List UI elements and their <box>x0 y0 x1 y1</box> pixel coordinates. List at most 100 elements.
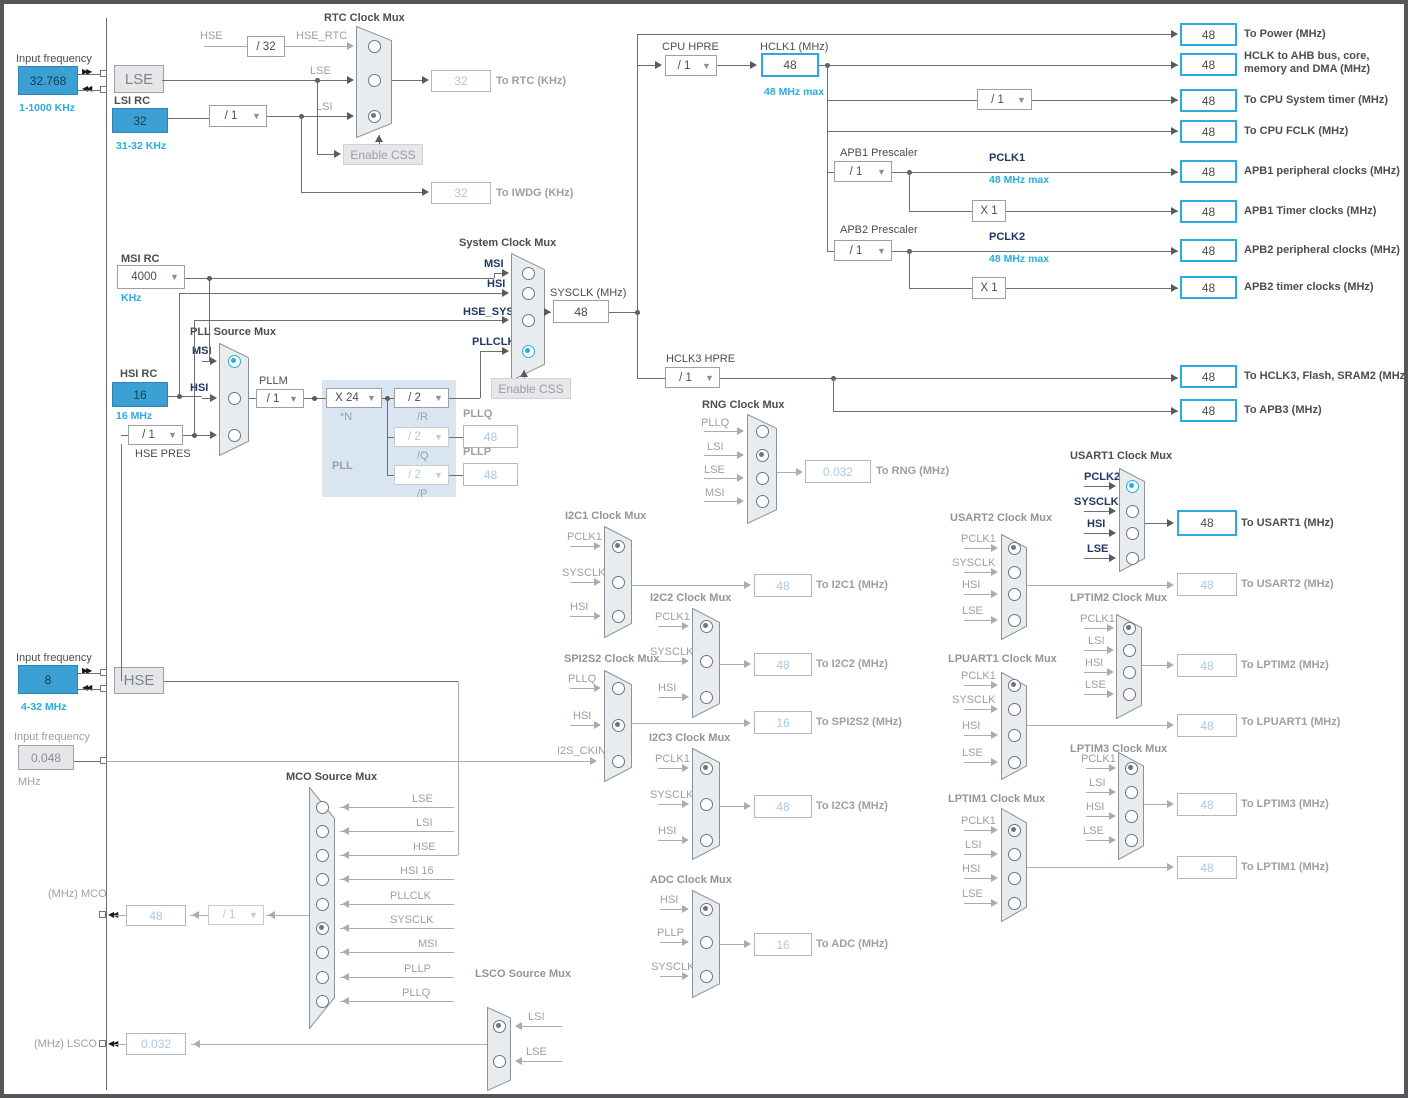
lptim3-input-HSI-radio[interactable] <box>1124 809 1138 823</box>
lptim3-input-LSI-radio[interactable] <box>1124 785 1138 799</box>
system-enable-css-button[interactable]: Enable CSS <box>491 378 571 399</box>
system-input-PLLCLK-radio[interactable] <box>521 344 535 358</box>
lpuart1-input-HSI-radio[interactable] <box>1007 728 1021 742</box>
mco-input-PLLCLK-radio[interactable] <box>315 897 329 911</box>
lsi-rc-field[interactable]: 32 <box>112 108 168 133</box>
mco-input-LSI-radio[interactable] <box>315 824 329 838</box>
usart2-input-PCLK1-radio[interactable] <box>1007 541 1021 555</box>
usart2-input-HSI-radio[interactable] <box>1007 587 1021 601</box>
apb3-value-box[interactable]: 48 <box>1180 399 1237 422</box>
rtc-enable-css-button[interactable]: Enable CSS <box>343 144 423 165</box>
hse-input-frequency-field[interactable]: 8 <box>18 665 78 694</box>
to-usart1-value-box[interactable]: 48 <box>1177 510 1237 536</box>
system-input-HSI-radio[interactable] <box>521 286 535 300</box>
lptim2-input-LSE-radio[interactable] <box>1122 687 1136 701</box>
rtc-input-HSE_RTC-radio[interactable] <box>367 39 381 53</box>
i2c3-input-SYSCLK-radio[interactable] <box>699 797 713 811</box>
lptim3-input-LSE-radio[interactable] <box>1124 833 1138 847</box>
system-input-MSI-radio[interactable] <box>521 266 535 280</box>
cpu-hpre-dropdown[interactable]: / 1 ▼ <box>665 55 717 76</box>
hclk1-value-box[interactable]: 48 <box>761 53 819 77</box>
spi2s2-input-I2S_CKIN-radio[interactable] <box>611 754 625 768</box>
mco-input-SYSCLK-radio[interactable] <box>315 921 329 935</box>
i2c1-input-HSI-radio[interactable] <box>611 609 625 623</box>
adc-input-PLLP-radio[interactable] <box>699 935 713 949</box>
lptim2-input-HSI-radio[interactable] <box>1122 665 1136 679</box>
apb1-prescaler-dropdown[interactable]: / 1 ▼ <box>834 161 892 182</box>
mco-input-HSE-radio[interactable] <box>315 848 329 862</box>
i2c2-input-HSI-radio[interactable] <box>699 690 713 704</box>
lsco-input-LSE-radio[interactable] <box>492 1054 506 1068</box>
spi2s2-input-HSI-radio[interactable] <box>611 718 625 732</box>
apb2-peripheral-value-box[interactable]: 48 <box>1180 239 1237 262</box>
lptim3-input-PCLK1-radio[interactable] <box>1124 761 1138 775</box>
rtc-input-LSE-radio[interactable] <box>367 73 381 87</box>
adc-input-SYSCLK-radio[interactable] <box>699 969 713 983</box>
mco-input-LSE-radio[interactable] <box>315 800 329 814</box>
mco-input-HSI 16-radio[interactable] <box>315 872 329 886</box>
wire <box>892 172 909 173</box>
hse-pres-dropdown[interactable]: / 1 ▼ <box>128 425 183 445</box>
usart2-input-LSE-radio[interactable] <box>1007 613 1021 627</box>
usart1-input-PCLK2-radio[interactable] <box>1125 479 1139 493</box>
i2c3-input-PCLK1-radio[interactable] <box>699 761 713 775</box>
hsi-rc-field[interactable]: 16 <box>112 382 168 407</box>
rng-input-PLLQ-radio[interactable] <box>755 424 769 438</box>
lptim2-input-PCLK1-radio[interactable] <box>1122 621 1136 635</box>
rng-input-LSE-radio[interactable] <box>755 471 769 485</box>
apb2-prescaler-dropdown[interactable]: / 1 ▼ <box>834 240 892 261</box>
lptim1-input-LSE-radio[interactable] <box>1007 896 1021 910</box>
lptim1-input-HSI-radio[interactable] <box>1007 871 1021 885</box>
usart1-input-HSI-radio[interactable] <box>1125 526 1139 540</box>
lpuart1-input-LSE-radio[interactable] <box>1007 755 1021 769</box>
pllq-dropdown[interactable]: / 2 ▼ <box>394 427 449 447</box>
usart1-input-SYSCLK-radio[interactable] <box>1125 504 1139 518</box>
pllm-dropdown[interactable]: / 1 ▼ <box>256 389 304 408</box>
pll_src-input-HSI-radio[interactable] <box>227 391 241 405</box>
spi2s2-input-PLLQ-radio[interactable] <box>611 681 625 695</box>
usart1-input-LSE-radio[interactable] <box>1125 551 1139 565</box>
lsi-divider-dropdown[interactable]: / 1 ▼ <box>209 105 267 127</box>
mco-input-MSI-radio[interactable] <box>315 945 329 959</box>
i2c1-input-SYSCLK-radio[interactable] <box>611 575 625 589</box>
pll_src-input-2-radio[interactable] <box>227 428 241 442</box>
system-input-HSE_SYS-radio[interactable] <box>521 313 535 327</box>
mco-divider-dropdown[interactable]: / 1 ▼ <box>208 905 264 925</box>
rtc-input-LSI-radio[interactable] <box>367 109 381 123</box>
wire <box>909 172 910 211</box>
pllr-dropdown[interactable]: / 2 ▼ <box>394 388 449 408</box>
apb1-timer-value-box[interactable]: 48 <box>1180 200 1237 223</box>
usart2-input-SYSCLK-radio[interactable] <box>1007 565 1021 579</box>
adc-input-HSI-radio[interactable] <box>699 902 713 916</box>
msi-range-dropdown[interactable]: 4000 ▼ <box>117 265 185 289</box>
pllp-dropdown[interactable]: / 2 ▼ <box>394 465 449 485</box>
lpuart1-input-PCLK1-radio[interactable] <box>1007 678 1021 692</box>
plln-dropdown[interactable]: X 24 ▼ <box>326 388 382 408</box>
lpuart1-input-SYSCLK-radio[interactable] <box>1007 702 1021 716</box>
i2c2-input-PCLK1-radio[interactable] <box>699 619 713 633</box>
rng-input-MSI-radio[interactable] <box>755 494 769 508</box>
mco-input-PLLP-radio[interactable] <box>315 970 329 984</box>
pll_src-input-MSI-radio[interactable] <box>227 354 241 368</box>
sysclk-value-box[interactable]: 48 <box>553 300 609 323</box>
i2c1-input-PCLK1-radio[interactable] <box>611 539 625 553</box>
cpu-fclk-value-box[interactable]: 48 <box>1180 120 1237 143</box>
rng-input-LSI-radio[interactable] <box>755 448 769 462</box>
hclk3-flash-sram2-value-box[interactable]: 48 <box>1180 365 1237 388</box>
systick-divider-dropdown[interactable]: / 1 ▼ <box>977 89 1032 110</box>
hclk3-hpre-dropdown[interactable]: / 1 ▼ <box>665 367 720 388</box>
hclk-ahb-value-box[interactable]: 48 <box>1180 53 1237 76</box>
to-power-value-box[interactable]: 48 <box>1180 23 1237 46</box>
wire <box>909 288 972 289</box>
i2c3-input-HSI-radio[interactable] <box>699 833 713 847</box>
lptim1-input-PCLK1-radio[interactable] <box>1007 823 1021 837</box>
lsco-input-LSI-radio[interactable] <box>492 1019 506 1033</box>
lptim2-input-LSI-radio[interactable] <box>1122 643 1136 657</box>
cpu-system-timer-value-box[interactable]: 48 <box>1180 89 1237 112</box>
lptim1-input-LSI-radio[interactable] <box>1007 847 1021 861</box>
mco-input-PLLQ-radio[interactable] <box>315 994 329 1008</box>
i2c2-input-SYSCLK-radio[interactable] <box>699 654 713 668</box>
lse-input-frequency-field[interactable]: 32.768 <box>18 66 78 95</box>
apb2-timer-value-box[interactable]: 48 <box>1180 276 1237 299</box>
apb1-peripheral-value-box[interactable]: 48 <box>1180 160 1237 183</box>
